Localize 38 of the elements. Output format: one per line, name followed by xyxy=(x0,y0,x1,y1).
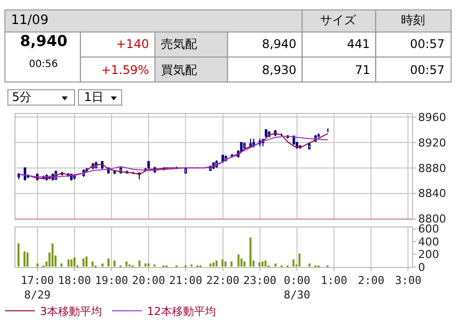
text: 8,940 xyxy=(262,37,296,51)
y-tick-label: 8840 xyxy=(418,187,446,200)
x-tick-label: 23:00 xyxy=(243,274,276,288)
legend-label: 12本移動平均 xyxy=(147,305,216,318)
legend-label: 3本移動平均 xyxy=(40,305,102,318)
text: +140 xyxy=(116,37,149,51)
text: 時刻 xyxy=(401,13,425,27)
text: 8,930 xyxy=(262,63,296,77)
text: 11/09 xyxy=(11,13,48,28)
text: 441 xyxy=(347,37,370,51)
x-tick-label: 18:00 xyxy=(58,274,91,288)
y-tick-label: 200 xyxy=(418,248,440,262)
text: 売気配 xyxy=(161,37,197,51)
y-tick-label: 8960 xyxy=(418,110,446,124)
x-tick-label: 2:00 xyxy=(358,274,384,288)
y-tick-label: 8920 xyxy=(418,136,446,150)
x-tick-label: 20:00 xyxy=(132,274,166,288)
x-tick-label: 21:00 xyxy=(169,274,202,288)
x-tick-label: 17:00 8/29 xyxy=(20,274,54,302)
x-tick-label: 22:00 xyxy=(206,274,240,288)
x-tick-label: 19:00 xyxy=(94,274,128,288)
x-tick-label: 0:00 8/30 xyxy=(284,274,310,302)
text: 71 xyxy=(355,63,370,77)
y-tick-label: 400 xyxy=(418,235,440,248)
text: 8,940 xyxy=(20,32,68,50)
text: サイズ xyxy=(320,13,357,27)
text: 00:56 xyxy=(29,59,58,70)
text: 買気配 xyxy=(161,63,197,77)
x-tick-label: 3:00 xyxy=(394,274,422,288)
y-tick-label: 0 xyxy=(418,260,426,274)
text: 1日 xyxy=(84,90,104,104)
x-tick-label: 1:00 xyxy=(320,274,348,288)
y-tick-label: 8880 xyxy=(418,162,446,175)
text: 00:57 xyxy=(410,63,445,77)
text: 00:57 xyxy=(410,37,445,51)
text: +1.59% xyxy=(101,63,150,77)
text: 5分 xyxy=(12,90,32,104)
y-tick-label: 600 xyxy=(418,222,440,236)
